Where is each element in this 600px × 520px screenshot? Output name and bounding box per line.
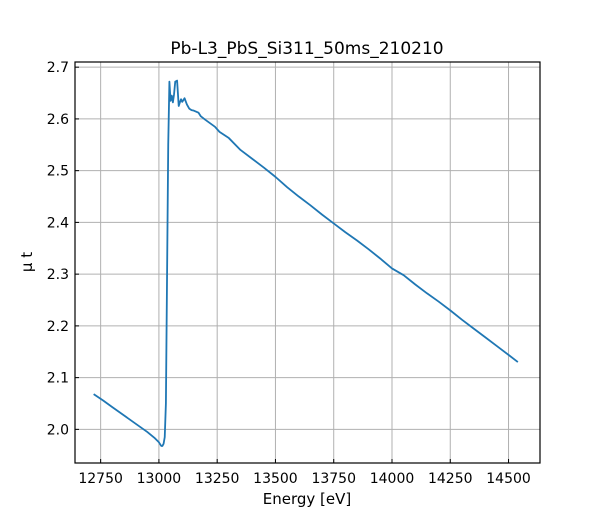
x-tick-label: 14500	[486, 471, 531, 487]
x-tick-label: 14000	[370, 471, 415, 487]
y-tick-label: 2.4	[47, 215, 69, 231]
x-tick-label: 14250	[428, 471, 473, 487]
y-axis-label: μ t	[18, 252, 36, 272]
x-tick-label: 13000	[137, 471, 182, 487]
x-axis-label: Energy [eV]	[263, 490, 351, 508]
series-line	[93, 79, 519, 447]
ticks: 12750 13000 13250 13500 13750 14000 14250 14500…	[47, 60, 531, 487]
x-tick-label: 12750	[78, 471, 123, 487]
y-tick-label: 2.1	[47, 371, 69, 387]
x-tick-label: 13750	[311, 471, 356, 487]
y-tick-label: 2.6	[47, 112, 69, 128]
y-tick-label: 2.0	[47, 422, 69, 438]
y-tick-label: 2.7	[47, 60, 69, 76]
x-tick-label: 13250	[195, 471, 240, 487]
y-tick-label: 2.2	[47, 319, 69, 335]
plot-area	[93, 79, 519, 447]
chart-title: Pb-L3_PbS_Si311_50ms_210210	[170, 39, 443, 59]
axes-frame	[74, 61, 541, 464]
grid	[75, 62, 540, 463]
y-tick-label: 2.5	[47, 164, 69, 180]
y-tick-label: 2.3	[47, 267, 69, 283]
x-tick-label: 13500	[253, 471, 298, 487]
